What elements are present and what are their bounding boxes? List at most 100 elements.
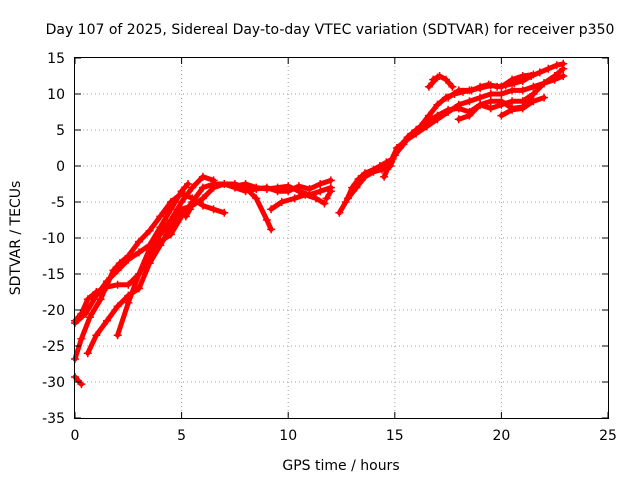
data-point-marker xyxy=(326,176,335,185)
data-point-marker xyxy=(177,189,186,198)
data-point-marker xyxy=(559,72,568,80)
series-trace xyxy=(113,176,335,340)
data-point-marker xyxy=(369,167,378,176)
data-point-marker xyxy=(124,280,133,289)
data-point-marker xyxy=(518,104,527,113)
data-point-marker xyxy=(424,82,433,91)
data-point-marker xyxy=(508,86,517,95)
data-point-marker xyxy=(552,61,561,70)
data-point-marker xyxy=(529,70,538,79)
data-point-marker xyxy=(448,82,457,91)
series-trace xyxy=(497,93,549,120)
data-point-marker xyxy=(166,230,175,239)
y-tick-label: -20 xyxy=(42,303,65,319)
series-trace xyxy=(71,372,86,389)
x-tick-label: 25 xyxy=(599,428,617,444)
data-point-marker xyxy=(262,185,271,194)
data-point-marker xyxy=(529,82,538,91)
series-trace xyxy=(380,72,568,181)
grid xyxy=(75,58,608,418)
y-tick-label: 15 xyxy=(47,51,65,67)
data-series xyxy=(71,59,568,389)
data-point-marker xyxy=(380,172,389,181)
data-point-marker xyxy=(102,280,111,289)
data-point-marker xyxy=(109,266,118,275)
series-trace xyxy=(322,187,335,203)
data-point-marker xyxy=(352,183,361,192)
x-tick-label: 10 xyxy=(279,428,297,444)
data-point-marker xyxy=(508,105,517,114)
data-point-marker xyxy=(465,111,474,120)
data-point-marker xyxy=(124,298,133,307)
data-point-marker xyxy=(465,86,474,95)
data-point-marker xyxy=(454,86,463,95)
series-trace xyxy=(343,59,568,203)
data-point-marker xyxy=(326,187,335,196)
data-point-marker xyxy=(433,115,442,124)
series-trace xyxy=(444,70,538,102)
y-tick-label: -15 xyxy=(42,267,65,283)
data-point-marker xyxy=(277,198,286,206)
y-tick-label: -25 xyxy=(42,339,65,355)
data-point-marker xyxy=(113,302,122,311)
data-point-marker xyxy=(186,205,195,214)
y-tick-label: 0 xyxy=(56,159,65,175)
data-point-marker xyxy=(343,194,352,203)
data-point-marker xyxy=(540,93,549,102)
data-point-marker xyxy=(220,208,229,217)
data-point-marker xyxy=(241,187,250,196)
data-point-marker xyxy=(188,198,197,206)
series-trace xyxy=(454,90,538,124)
data-point-marker xyxy=(262,216,271,224)
data-point-marker xyxy=(183,180,192,188)
y-tick-label: 10 xyxy=(47,87,65,103)
data-point-marker xyxy=(198,194,207,203)
data-point-marker xyxy=(209,205,218,214)
data-point-marker xyxy=(497,111,506,120)
y-tick-label: 5 xyxy=(56,123,65,139)
data-point-marker xyxy=(518,86,527,95)
data-point-marker xyxy=(412,129,421,138)
data-point-marker xyxy=(529,97,538,106)
x-tick-label: 0 xyxy=(71,428,80,444)
data-point-marker xyxy=(273,183,282,192)
data-point-marker xyxy=(145,226,154,235)
data-point-marker xyxy=(508,97,517,106)
y-tick-label: -5 xyxy=(51,195,65,211)
y-axis-label: SDTVAR / TECUs xyxy=(8,181,24,296)
data-point-marker xyxy=(156,230,165,239)
data-point-marker xyxy=(115,259,124,268)
data-point-marker xyxy=(320,199,329,208)
data-point-marker xyxy=(301,190,310,199)
data-point-marker xyxy=(476,84,485,93)
data-point-marker xyxy=(85,313,94,322)
data-point-marker xyxy=(102,316,111,325)
data-point-marker xyxy=(444,93,453,102)
data-point-marker xyxy=(444,108,453,116)
data-point-marker xyxy=(508,75,517,84)
data-point-marker xyxy=(535,68,544,77)
data-point-marker xyxy=(424,111,433,120)
data-point-marker xyxy=(529,90,538,98)
data-point-marker xyxy=(156,237,165,246)
plot-frame xyxy=(74,57,609,419)
data-point-marker xyxy=(486,81,495,90)
data-point-marker xyxy=(252,183,261,192)
series-trace xyxy=(267,190,329,214)
data-point-marker xyxy=(290,194,299,203)
data-point-marker xyxy=(544,64,553,73)
data-point-marker xyxy=(476,100,485,109)
data-point-marker xyxy=(156,212,165,221)
data-point-marker xyxy=(392,144,401,152)
data-point-marker xyxy=(83,349,92,358)
data-point-marker xyxy=(209,180,218,188)
data-point-marker xyxy=(134,248,143,257)
data-point-marker xyxy=(486,104,495,113)
series-line xyxy=(345,61,566,201)
data-point-marker xyxy=(77,380,86,389)
data-point-marker xyxy=(401,136,410,145)
data-point-marker xyxy=(441,75,450,84)
data-point-marker xyxy=(267,225,276,234)
data-point-marker xyxy=(252,194,261,203)
data-point-marker xyxy=(322,194,331,203)
